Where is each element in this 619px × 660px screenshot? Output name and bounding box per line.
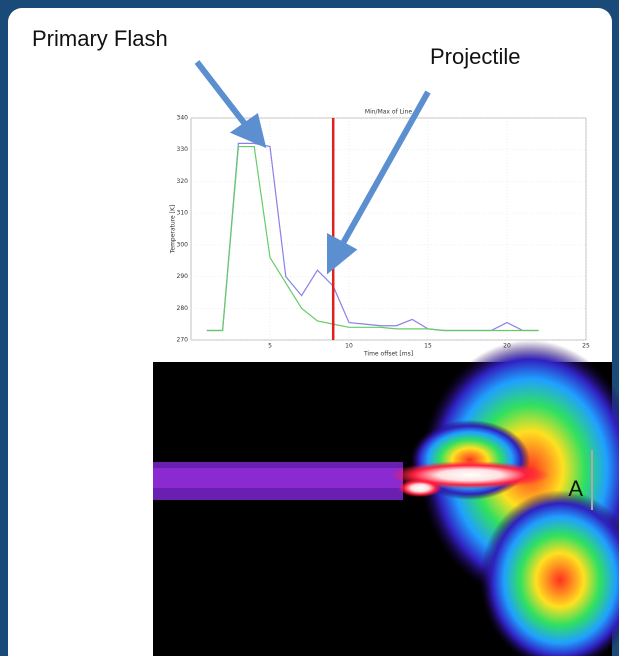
- y-tick-label: 290: [177, 273, 189, 280]
- y-tick-label: 330: [177, 146, 189, 153]
- barrel-core: [153, 468, 403, 488]
- x-tick-label: 20: [503, 343, 511, 350]
- x-tick-label: 15: [424, 343, 432, 350]
- y-tick-label: 280: [177, 305, 189, 312]
- marker-label: A: [568, 476, 583, 501]
- chart-title: Min/Max of Line: [365, 109, 412, 116]
- slide: A Primary Flash Projectile 270 280 290 300 3…: [0, 0, 619, 656]
- annotation: Projectile: [430, 44, 520, 69]
- projectile: [398, 479, 442, 497]
- annotation: Primary Flash: [32, 26, 168, 51]
- y-tick-label: 340: [177, 115, 189, 122]
- x-tick-label: 5: [268, 343, 272, 350]
- x-axis-label: Time offset [ms]: [363, 351, 413, 358]
- x-tick-label: 10: [345, 343, 353, 350]
- y-tick-label: 310: [177, 210, 189, 217]
- x-tick-label: 25: [582, 343, 590, 350]
- y-tick-label: 270: [177, 337, 189, 344]
- thermal-image: A: [153, 340, 619, 656]
- y-axis-label: Temperature [K]: [170, 205, 177, 255]
- y-tick-label: 300: [177, 241, 189, 248]
- y-tick-label: 320: [177, 178, 189, 185]
